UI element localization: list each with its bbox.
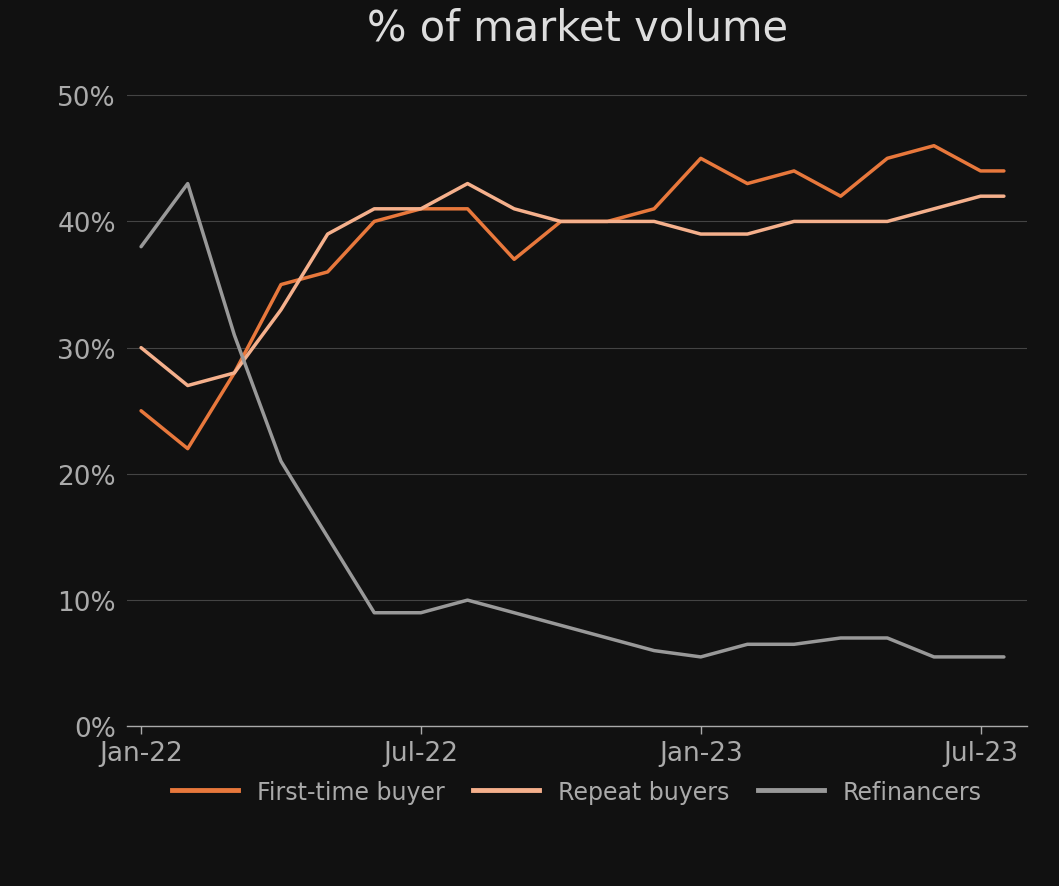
Legend: First-time buyer, Repeat buyers, Refinancers: First-time buyer, Repeat buyers, Refinan… bbox=[163, 770, 991, 813]
Title: % of market volume: % of market volume bbox=[366, 7, 788, 50]
